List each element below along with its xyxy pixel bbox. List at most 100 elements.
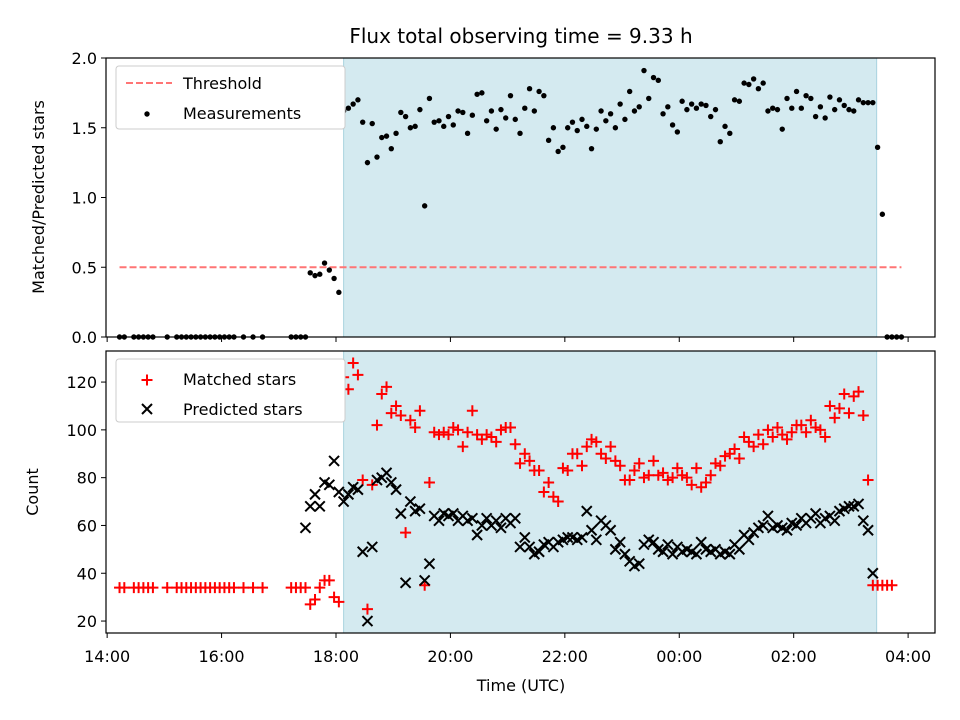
measurement-point [464,130,471,137]
measurement-point [789,105,795,111]
measurement-point [860,99,866,106]
matched-stars-point [361,603,373,615]
predicted-stars-point [809,507,822,520]
ratio-y-tick-label: 2.0 [72,49,97,68]
matched-stars-point [705,469,717,481]
measurement-point [383,133,390,139]
measurement-point [870,99,876,106]
measurement-point [607,111,614,117]
matched-stars-point [767,431,779,443]
predicted-stars-point [666,548,679,560]
predicted-stars-point [519,531,531,544]
measurement-point [460,109,466,116]
matched-stars-point [485,431,497,443]
matched-stars-point [328,591,340,603]
matched-stars-point [385,407,397,419]
x-tick-label: 18:00 [313,647,359,666]
predicted-stars-point [390,483,402,496]
predicted-stars-point [857,514,870,527]
measurement-point [307,270,313,276]
matched-stars-point [481,429,493,441]
predicted-stars-point [790,519,803,532]
measurement-point [822,115,828,121]
predicted-stars-point [314,500,326,513]
count-y-tick-label: 120 [66,373,97,392]
matched-stars-point [690,462,702,474]
measurement-point [631,108,638,114]
matched-stars-point [543,476,555,488]
predicted-stars-point [733,543,746,556]
predicted-stars-point [337,495,350,508]
matched-stars-point [633,457,645,469]
measurements-legend-swatch [144,111,150,117]
measurement-point [350,101,356,107]
measurement-point [369,120,375,127]
matched-stars-point [452,424,464,436]
ratio-legend: Threshold Measurements [115,65,346,130]
x-axis-label: Time (UTC) [476,676,565,695]
measurement-point [426,95,433,102]
matched-stars-point [557,462,569,474]
matched-stars-point [490,436,502,448]
measurement-point [584,123,590,130]
predicted-stars-point [647,536,660,548]
matched-stars-point [786,426,798,438]
measurements-legend-label: Measurements [183,104,301,123]
matched-stars-point [576,460,588,472]
ratio-y-tick-label: 0.5 [72,258,97,277]
measurement-point [779,126,785,132]
matched-stars-point [709,457,721,469]
matched-stars-point [795,419,807,431]
measurement-point [541,92,547,99]
matched-stars-point [648,455,660,467]
measurement-point [479,90,485,96]
measurement-point [746,81,752,88]
matched-stars-point [614,460,626,472]
matched-stars-point [805,414,817,426]
matched-stars-point [390,400,402,412]
predicted-stars-point [523,541,536,553]
matched-stars-point [304,598,316,610]
measurement-point [650,74,657,81]
predicted-stars-point [323,479,336,491]
measurement-point [617,101,623,107]
predicted-stars-point [867,567,879,579]
measurement-point [793,88,800,95]
predicted-stars-point [662,538,674,551]
measurement-point [817,104,824,110]
measurement-point [336,289,342,296]
ratio-panel: 0.00.51.01.52.0 Matched/Predicted stars … [29,49,936,347]
predicted-stars-point [590,534,603,546]
matched-stars-point [838,388,850,400]
matched-stars-point [686,479,698,491]
matched-stars-point [638,472,650,484]
predicted-stars-point [781,524,793,536]
matched-stars-point [519,448,531,460]
predicted-stars-point [604,524,617,536]
matched-stars-point [414,405,426,417]
measurement-point [669,122,676,128]
measurement-point [626,88,633,95]
matched-stars-point [652,469,664,481]
measurement-point [808,95,814,102]
matched-stars-point [433,429,445,441]
measurement-point [736,98,743,104]
measurement-point [321,260,328,266]
predicted-stars-point [657,546,669,558]
matched-stars-point [299,582,311,594]
predicted-stars-point [585,524,598,536]
chart-title: Flux total observing time = 9.33 h [349,24,692,48]
matched-stars-point [237,582,249,594]
predicted-stars-point [352,483,364,496]
measurement-point [646,95,652,102]
matched-stars-point [662,474,674,486]
predicted-stars-point [356,546,369,558]
matched-stars-point [352,369,364,381]
measurement-point [564,125,571,131]
matched-stars-point [605,441,617,453]
predicted-stars-legend-swatch [141,403,153,415]
measurement-point [441,123,447,130]
measurement-point [364,159,371,166]
x-tick-label: 00:00 [656,647,702,666]
matched-stars-point [676,469,688,481]
